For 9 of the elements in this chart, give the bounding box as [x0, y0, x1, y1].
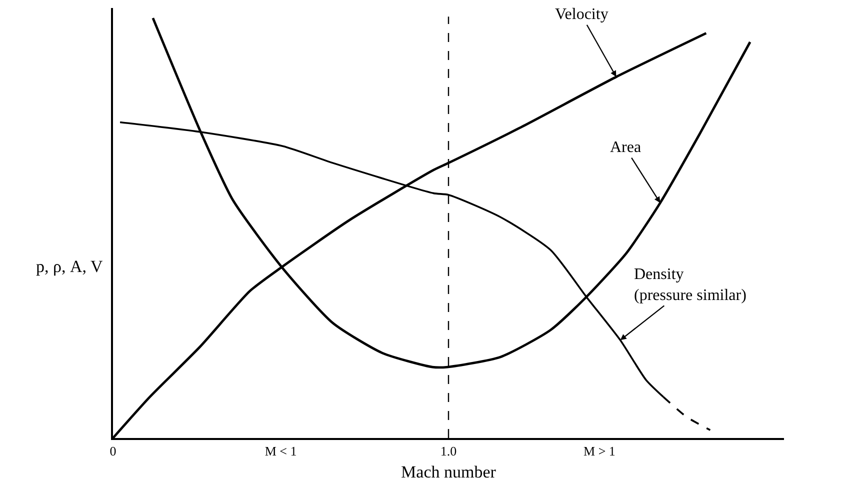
- y-axis-title: p, ρ, A, V: [36, 257, 104, 276]
- annotation: Density (pressure similar): [634, 266, 746, 304]
- annotation: Area: [610, 139, 642, 156]
- x-tick-label: 0: [110, 444, 116, 459]
- x-tick-label: M > 1: [584, 444, 616, 459]
- annotation: Velocity: [555, 6, 608, 23]
- x-tick-label: 1.0: [440, 444, 457, 459]
- x-axis-title: Mach number: [401, 462, 496, 482]
- x-tick-label: M < 1: [264, 444, 297, 459]
